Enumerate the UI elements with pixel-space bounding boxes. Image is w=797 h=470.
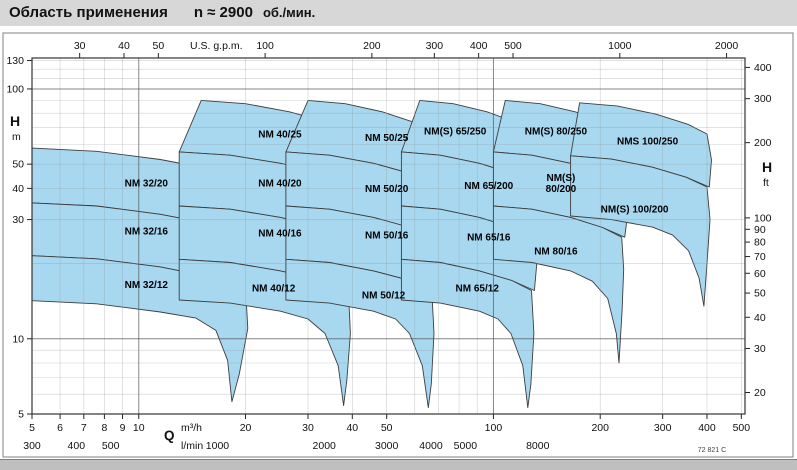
bottom-m3h-tick-label: 8 xyxy=(101,422,107,434)
bottom-m3h-tick-label: 10 xyxy=(133,422,145,434)
left-tick-label: 100 xyxy=(6,83,24,95)
right-tick-label: 60 xyxy=(754,268,766,280)
figure-border xyxy=(2,32,794,458)
region-label: NM(S) 100/200 xyxy=(601,205,669,216)
top-tick-label: 2000 xyxy=(715,40,739,52)
region-label: 80/200 xyxy=(546,184,577,195)
region-label: NMS 100/250 xyxy=(617,136,679,147)
top-tick-label: 50 xyxy=(153,40,165,52)
bottom-m3h-tick-label: 50 xyxy=(381,422,393,434)
bottom-lmin-tick-label: 300 xyxy=(23,440,41,452)
right-axis-unit: ft xyxy=(763,177,769,189)
region-label: NM 40/25 xyxy=(258,130,302,141)
flow-axis-name: Q xyxy=(164,428,175,443)
right-axis-name: H xyxy=(762,159,772,175)
chart-speed-unit: об./мин. xyxy=(262,5,316,20)
region-label: NM 80/16 xyxy=(534,246,578,257)
flow-axis-unit-m3h: m³/h xyxy=(181,422,202,434)
region-label: NM 40/12 xyxy=(252,283,296,294)
top-tick-label: 100 xyxy=(256,40,274,52)
chart-title: Область применения xyxy=(9,4,168,21)
region-label: NM 32/12 xyxy=(125,280,169,291)
flow-axis-unit-lmin: l/min xyxy=(181,440,203,452)
top-tick-label: 500 xyxy=(504,40,522,52)
left-tick-label: 130 xyxy=(6,55,24,67)
region-label: NM 50/25 xyxy=(365,133,409,144)
bottom-m3h-tick-label: 400 xyxy=(698,422,716,434)
bottom-m3h-tick-label: 20 xyxy=(240,422,252,434)
region-label: NM 65/16 xyxy=(467,233,511,244)
plot-border xyxy=(31,57,746,415)
top-tick-label: 1000 xyxy=(608,40,632,52)
bottom-lmin-tick-label: 1000 xyxy=(206,440,230,452)
bottom-m3h-tick-label: 100 xyxy=(485,422,503,434)
left-tick-label: 10 xyxy=(12,333,24,345)
region-nm-80-16 xyxy=(492,205,625,364)
title-bar: Область применения n ≈ 2900 об./мин. xyxy=(0,0,797,26)
region-label: NM 50/12 xyxy=(362,290,406,301)
bottom-strip xyxy=(0,459,797,470)
bottom-m3h-tick-label: 500 xyxy=(733,422,751,434)
bottom-lmin-tick-label: 5000 xyxy=(454,440,478,452)
bottom-m3h-tick-label: 5 xyxy=(29,422,35,434)
region-label: NM 65/12 xyxy=(456,283,500,294)
bottom-m3h-tick-label: 9 xyxy=(120,422,126,434)
right-tick-label: 80 xyxy=(754,237,766,249)
bottom-lmin-tick-label: 3000 xyxy=(375,440,399,452)
top-tick-label: 200 xyxy=(363,40,381,52)
region-label: NM 32/16 xyxy=(125,227,169,238)
region-label: NM(S) 65/250 xyxy=(424,126,487,137)
right-tick-label: 50 xyxy=(754,288,766,300)
right-tick-label: 30 xyxy=(754,343,766,355)
region-label: NM 32/20 xyxy=(125,179,169,190)
region-label: NM 50/16 xyxy=(365,231,409,242)
region-nm-65-12 xyxy=(400,258,535,409)
left-tick-label: 40 xyxy=(12,183,24,195)
right-tick-label: 70 xyxy=(754,251,766,263)
right-tick-label: 300 xyxy=(754,93,772,105)
left-tick-label: 30 xyxy=(12,214,24,226)
region-nm-50-12 xyxy=(285,258,435,409)
top-tick-label: 300 xyxy=(426,40,444,52)
right-tick-label: 20 xyxy=(754,387,766,399)
bottom-m3h-tick-label: 200 xyxy=(591,422,609,434)
region-label: NM 65/200 xyxy=(464,181,513,192)
left-axis-unit: m xyxy=(12,131,21,143)
right-tick-label: 400 xyxy=(754,62,772,74)
bottom-m3h-tick-label: 40 xyxy=(346,422,358,434)
region-label: NM(S) 80/250 xyxy=(525,126,588,137)
region-label: NM(S) xyxy=(547,173,576,184)
chart-speed: n ≈ 2900 xyxy=(193,4,253,21)
bottom-m3h-tick-label: 300 xyxy=(654,422,672,434)
top-tick-label: 400 xyxy=(470,40,488,52)
region-nm-s-100-200 xyxy=(570,155,711,307)
left-tick-label: 50 xyxy=(12,159,24,171)
right-tick-label: 40 xyxy=(754,312,766,324)
region-label: NM 50/20 xyxy=(365,184,409,195)
bottom-m3h-tick-label: 6 xyxy=(57,422,63,434)
top-tick-label: 40 xyxy=(118,40,130,52)
region-label: NM 40/20 xyxy=(258,179,302,190)
bottom-lmin-tick-label: 400 xyxy=(68,440,86,452)
bottom-m3h-tick-label: 30 xyxy=(302,422,314,434)
right-tick-label: 100 xyxy=(754,212,772,224)
bottom-lmin-tick-label: 8000 xyxy=(526,440,550,452)
top-tick-label: 30 xyxy=(74,40,86,52)
region-label: NM 40/16 xyxy=(258,229,302,240)
left-tick-label: 5 xyxy=(18,409,24,421)
left-axis-name: H xyxy=(10,113,20,129)
bottom-m3h-tick-label: 7 xyxy=(81,422,87,434)
bottom-lmin-tick-label: 500 xyxy=(102,440,120,452)
bottom-lmin-tick-label: 2000 xyxy=(313,440,337,452)
right-tick-label: 200 xyxy=(754,137,772,149)
bottom-lmin-tick-label: 4000 xyxy=(419,440,443,452)
figure-code: 72 821 C xyxy=(698,447,726,454)
top-axis-unit: U.S. g.p.m. xyxy=(190,40,243,52)
right-tick-label: 90 xyxy=(754,224,766,236)
